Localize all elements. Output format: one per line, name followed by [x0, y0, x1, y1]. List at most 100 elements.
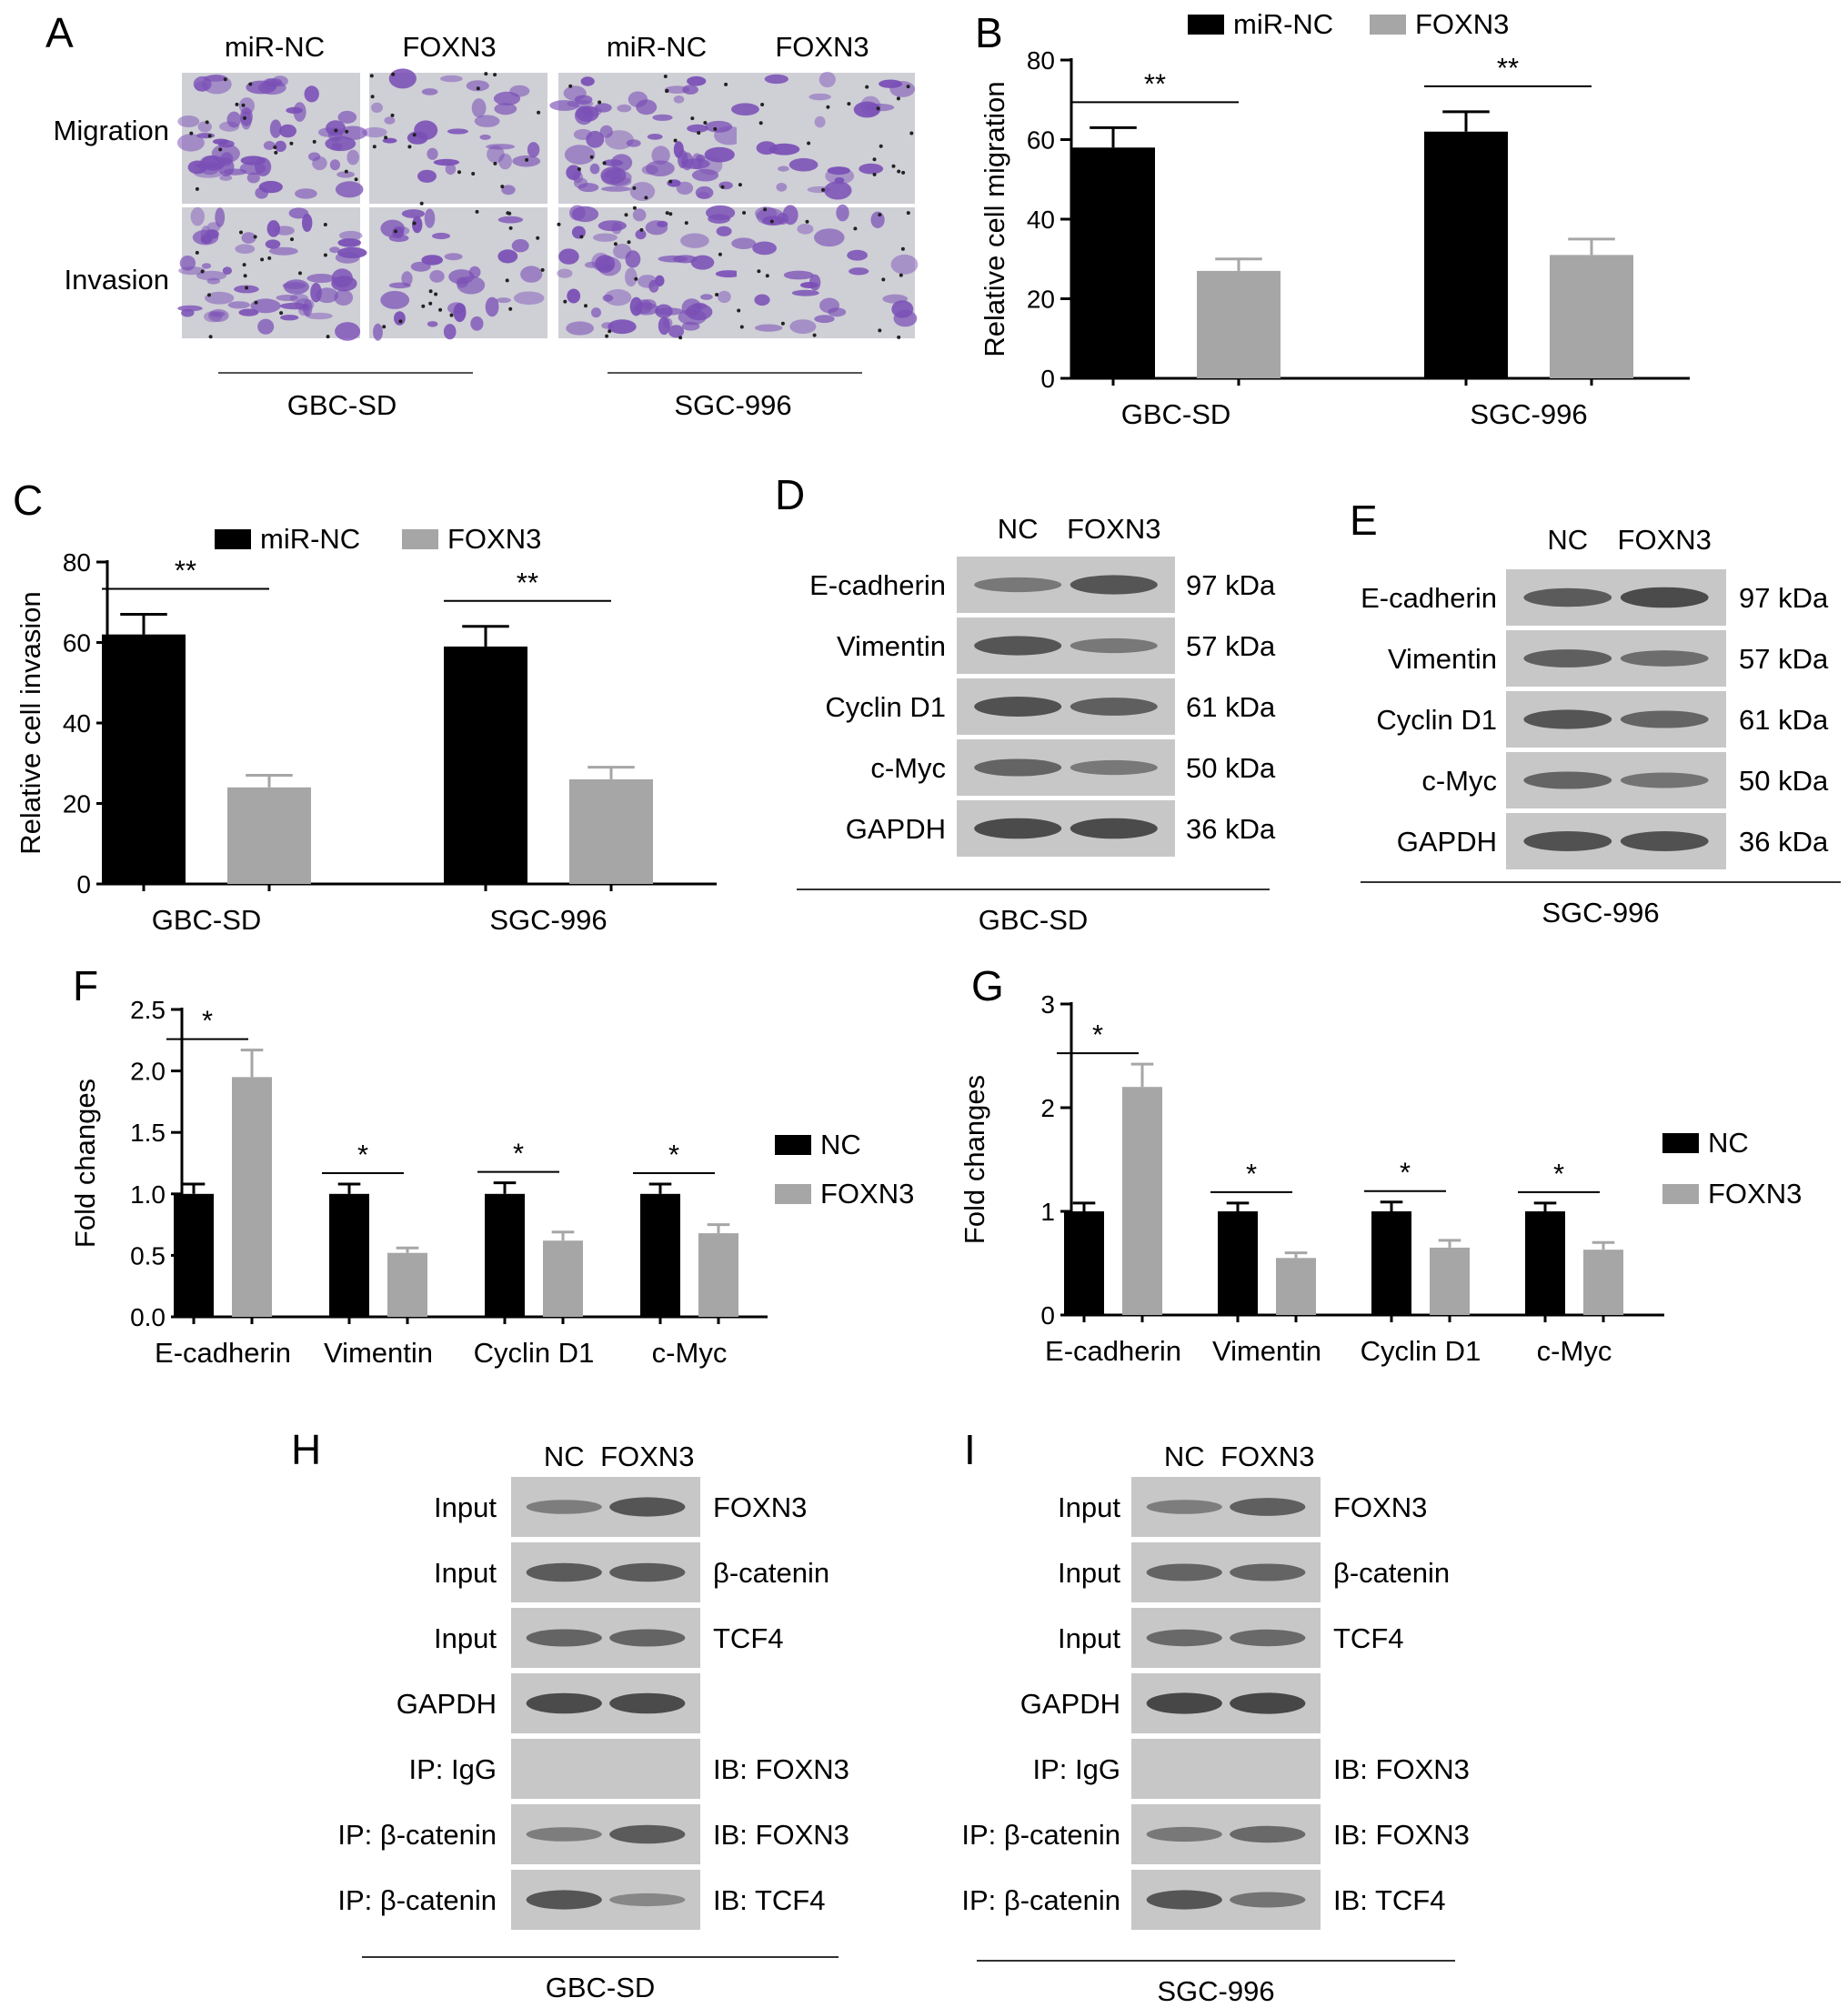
panel-d-western-blot: NC FOXN3 E-cadherin 97 kDa Vimentin 57 kDa Cyc… [797, 513, 1276, 936]
blot-band [1070, 638, 1158, 654]
legend-label: miR-NC [1233, 8, 1333, 40]
blot-row-label: IP: IgG [1033, 1753, 1120, 1785]
panel-a-row-label-invasion: Invasion [65, 264, 169, 296]
blot-band [609, 1629, 686, 1647]
panel-letter-d: D [775, 471, 805, 518]
chart-panel-b: 0 20 40 60 80 Relative cell migration ** GBC-SD… [979, 8, 1690, 430]
bar-mir-nc [1071, 147, 1155, 378]
lane-label: FOXN3 [600, 1441, 694, 1472]
blot-antibody-label: IB: FOXN3 [713, 1819, 849, 1851]
y-tick-label: 2.0 [130, 1058, 166, 1086]
panel-e-western-blot: NC FOXN3 E-cadherin 97 kDa Vimentin 57 kDa Cyc… [1361, 524, 1841, 929]
blot-band [1620, 650, 1709, 667]
significance-marker: ** [1497, 52, 1519, 84]
bar-nc [1525, 1211, 1565, 1315]
blot-band [974, 697, 1062, 717]
blot-band [1230, 1892, 1306, 1908]
panel-letter-b: B [975, 9, 1003, 56]
legend-label: NC [820, 1129, 861, 1160]
blot-row-label: E-cadherin [1361, 582, 1497, 614]
blot-row-label: Cyclin D1 [825, 691, 946, 723]
panel-a-col-label: FOXN3 [775, 31, 869, 63]
x-tick-label: SGC-996 [1470, 398, 1587, 430]
blot-band [1146, 1563, 1222, 1581]
blot-antibody-label: FOXN3 [1333, 1491, 1427, 1523]
significance-marker: ** [517, 567, 538, 598]
x-tick-label: E-cadherin [155, 1337, 291, 1369]
blot-row-label: GAPDH [397, 1688, 497, 1720]
blot-band [526, 1500, 602, 1514]
significance-marker: * [1092, 1019, 1103, 1050]
panel-letter-e: E [1350, 497, 1378, 544]
significance-marker: * [1246, 1158, 1257, 1190]
blot-row-label: GAPDH [1020, 1688, 1120, 1720]
lane-label: NC [544, 1441, 585, 1472]
blot-row-label: IP: IgG [409, 1753, 497, 1785]
blot-band [609, 1824, 686, 1844]
bar-nc [485, 1193, 525, 1317]
blot-size-label: 97 kDa [1186, 569, 1276, 601]
blot-antibody-label: β-catenin [1333, 1557, 1450, 1589]
y-tick-label: 3 [1040, 990, 1055, 1019]
y-tick-label: 40 [63, 709, 91, 738]
y-axis-label: Relative cell migration [979, 81, 1010, 356]
group-label: SGC-996 [1542, 897, 1659, 929]
chart-panel-f: 0.0 0.5 1.0 1.5 2.0 2.5 Fold changes * E-cadheri… [69, 996, 914, 1369]
lane-label: FOXN3 [1067, 513, 1160, 545]
significance-marker: * [513, 1138, 524, 1170]
blot-antibody-label: IB: TCF4 [713, 1884, 825, 1916]
legend-label: FOXN3 [1415, 8, 1509, 40]
bar-foxn3 [1276, 1258, 1316, 1315]
panel-letter-c: C [13, 477, 43, 524]
bar-foxn3 [698, 1233, 738, 1317]
significance-marker: ** [1144, 67, 1166, 99]
micrograph-image [557, 205, 742, 340]
blot-band [1070, 575, 1158, 595]
blot-band [1620, 772, 1709, 788]
blot-size-label: 57 kDa [1186, 630, 1276, 662]
blot-band [1230, 1498, 1306, 1516]
significance-marker: * [202, 1005, 213, 1037]
blot-band [1070, 698, 1158, 716]
bar-foxn3 [1550, 255, 1633, 378]
legend-label: NC [1708, 1127, 1749, 1159]
x-tick-label: Cyclin D1 [1361, 1335, 1481, 1367]
blot-band [526, 1629, 602, 1647]
blot-band [974, 818, 1062, 839]
lane-label: NC [1547, 524, 1588, 556]
bar-nc [640, 1193, 680, 1317]
legend-swatch [1662, 1133, 1699, 1153]
lane-label: FOXN3 [1220, 1441, 1314, 1472]
blot-band [1146, 1500, 1222, 1514]
panel-i-coip-blot: NC FOXN3 Input FOXN3 Input β-catenin Input TCF4… [961, 1441, 1470, 2007]
blot-band [974, 577, 1062, 593]
blot-antibody-label: IB: FOXN3 [1333, 1753, 1470, 1785]
blot-row [1131, 1739, 1321, 1799]
blot-row-label: GAPDH [846, 813, 946, 845]
blot-row-label: Input [434, 1557, 497, 1589]
panel-a-group-label: SGC-996 [674, 389, 791, 421]
blot-size-label: 36 kDa [1186, 813, 1276, 845]
y-tick-label: 2 [1040, 1094, 1055, 1122]
x-tick-label: c-Myc [1537, 1335, 1612, 1367]
blot-band [1523, 587, 1612, 607]
blot-band [1523, 709, 1612, 729]
blot-band [1146, 1692, 1222, 1714]
y-tick-label: 1.0 [130, 1180, 166, 1209]
x-tick-label: Vimentin [1212, 1335, 1321, 1367]
bar-foxn3 [1430, 1247, 1470, 1315]
x-tick-label: Cyclin D1 [474, 1337, 595, 1369]
blot-band [609, 1497, 686, 1517]
panel-a-col-label: FOXN3 [402, 31, 496, 63]
panel-letters: A B C D E F G H I [13, 9, 1378, 1473]
bar-foxn3 [569, 778, 653, 884]
blot-band [1620, 587, 1709, 608]
blot-band [526, 1827, 602, 1842]
y-tick-label: 60 [63, 629, 91, 658]
y-tick-label: 80 [63, 548, 91, 577]
blot-band [1620, 831, 1709, 851]
legend-swatch [1662, 1184, 1699, 1204]
blot-row-label: E-cadherin [809, 569, 946, 601]
blot-row-label: IP: β-catenin [337, 1819, 497, 1851]
blot-band [1523, 831, 1612, 851]
